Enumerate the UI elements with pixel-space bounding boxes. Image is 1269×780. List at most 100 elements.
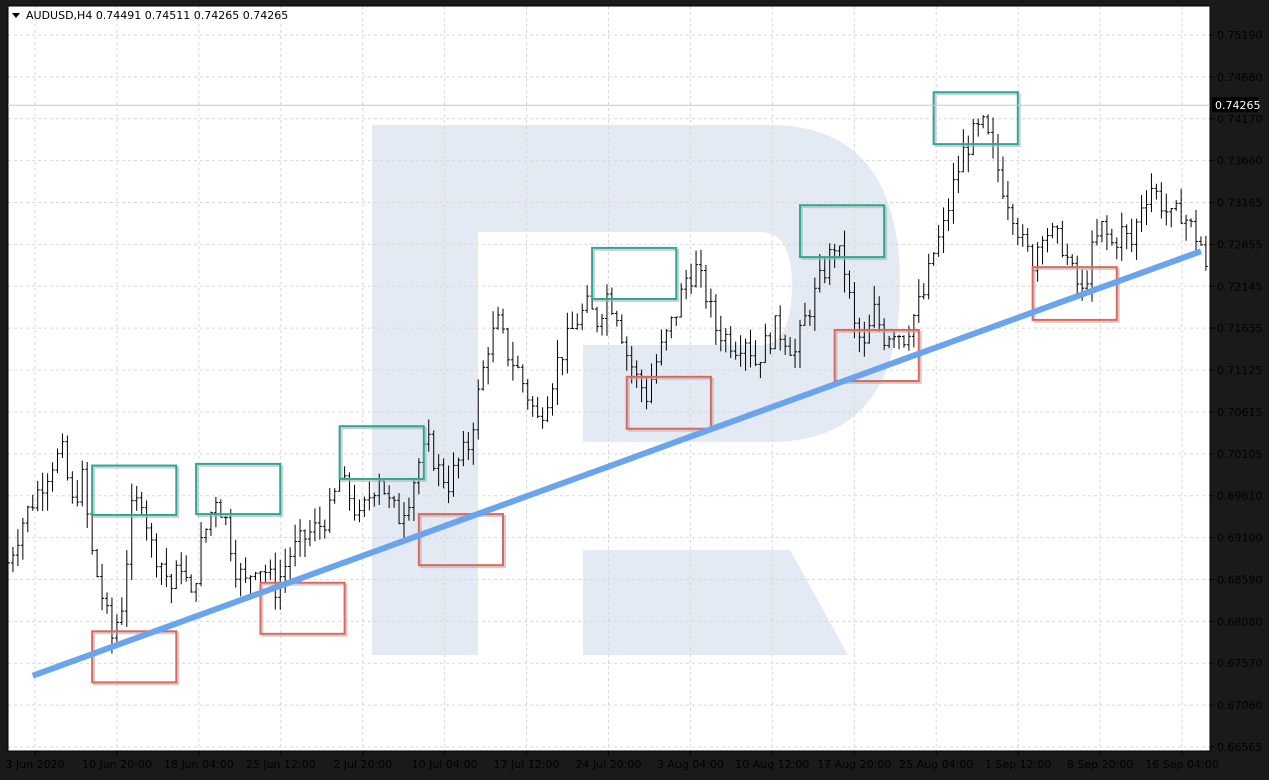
support-zone bbox=[417, 513, 505, 567]
support-zone-shadow bbox=[93, 632, 180, 686]
ohlc-bar bbox=[892, 331, 897, 348]
ohlc-bar bbox=[15, 529, 20, 566]
price-badge-label: 0.74265 bbox=[1215, 99, 1261, 112]
ohlc-bar bbox=[580, 303, 585, 331]
ohlc-bar bbox=[748, 329, 753, 368]
ohlc-bar bbox=[738, 335, 743, 367]
ohlc-bar bbox=[248, 575, 253, 595]
ohlc-bar bbox=[604, 284, 609, 336]
ohlc-bar bbox=[961, 129, 966, 173]
ohlc-bar bbox=[352, 484, 357, 521]
ohlc-bar bbox=[189, 574, 194, 593]
ohlc-bar bbox=[793, 338, 798, 369]
ohlc-bar bbox=[174, 560, 179, 590]
ohlc-bar bbox=[134, 486, 139, 511]
ohlc-bar bbox=[20, 517, 25, 560]
ohlc-bar bbox=[837, 245, 842, 257]
ohlc-bar bbox=[1070, 254, 1075, 267]
ohlc-bar bbox=[560, 356, 565, 376]
dropdown-triangle-icon[interactable] bbox=[12, 13, 20, 18]
y-tick-label: 0.73660 bbox=[1217, 155, 1263, 168]
ohlc-bar bbox=[1015, 217, 1020, 246]
ohlc-bar bbox=[1099, 220, 1104, 243]
ohlc-bar bbox=[372, 492, 377, 507]
x-tick-label: 3 Jun 2020 bbox=[5, 758, 64, 771]
ohlc-bar bbox=[763, 323, 768, 364]
ohlc-bar bbox=[1095, 218, 1099, 246]
ohlc-bar bbox=[402, 502, 406, 540]
ohlc-bar bbox=[233, 539, 238, 588]
support-zone bbox=[259, 581, 346, 635]
y-tick-label: 0.70105 bbox=[1217, 448, 1263, 461]
ohlc-bar bbox=[788, 337, 793, 356]
ohlc-bar bbox=[634, 360, 639, 388]
y-tick-label: 0.69100 bbox=[1217, 532, 1263, 545]
ohlc-bar bbox=[699, 249, 703, 288]
ohlc-bar bbox=[817, 254, 822, 293]
y-tick-label: 0.71125 bbox=[1217, 364, 1263, 377]
ohlc-bar bbox=[624, 336, 629, 371]
ohlc-bar bbox=[644, 376, 649, 410]
ohlc-bar bbox=[585, 285, 590, 313]
y-tick-label: 0.72655 bbox=[1217, 238, 1263, 251]
ohlc-bar bbox=[204, 528, 208, 543]
ohlc-bar bbox=[223, 515, 228, 526]
ohlc-bar bbox=[387, 485, 392, 509]
ohlc-bar bbox=[179, 552, 184, 585]
ohlc-bar bbox=[1040, 236, 1045, 265]
watermark-logo bbox=[372, 125, 900, 655]
ohlc-bar bbox=[357, 499, 362, 523]
ohlc-bar bbox=[822, 258, 827, 284]
ohlc-bar bbox=[1179, 188, 1184, 224]
ohlc-bar bbox=[397, 493, 402, 525]
ohlc-bar bbox=[812, 277, 817, 331]
ohlc-bar bbox=[976, 118, 981, 137]
ohlc-bar bbox=[436, 454, 441, 487]
ohlc-bar bbox=[723, 328, 728, 353]
ohlc-bar bbox=[1055, 225, 1060, 244]
ohlc-bar bbox=[1010, 203, 1015, 235]
ohlc-bar bbox=[105, 592, 109, 614]
resistance-zone-shadow bbox=[197, 464, 284, 518]
ohlc-bar bbox=[515, 355, 520, 369]
ohlc-bar bbox=[144, 500, 149, 541]
ohlc-bar bbox=[1104, 215, 1109, 251]
support-zone-shadow bbox=[627, 377, 714, 432]
ohlc-bar bbox=[862, 321, 867, 357]
ohlc-bar bbox=[501, 308, 505, 334]
ohlc-bar bbox=[60, 433, 65, 458]
ohlc-bar bbox=[293, 524, 298, 567]
ohlc-bar bbox=[1139, 194, 1144, 232]
x-tick-label: 16 Sep 04:00 bbox=[1145, 758, 1218, 771]
ohlc-bar bbox=[481, 360, 486, 391]
ohlc-bar bbox=[1194, 209, 1198, 252]
ohlc-bar bbox=[1000, 156, 1005, 200]
ohlc-bar bbox=[956, 155, 961, 194]
ohlc-bar bbox=[1114, 237, 1119, 260]
ohlc-bar bbox=[857, 317, 862, 353]
ohlc-bar bbox=[768, 332, 773, 355]
ohlc-bar bbox=[832, 243, 837, 268]
ohlc-bar bbox=[243, 557, 248, 584]
y-tick-label: 0.69610 bbox=[1217, 490, 1263, 503]
ohlc-bar bbox=[367, 481, 372, 511]
ohlc-bar bbox=[253, 571, 258, 581]
ohlc-bar bbox=[288, 547, 293, 580]
ohlc-bar bbox=[798, 319, 802, 369]
ohlc-bar bbox=[50, 462, 55, 492]
y-tick-label: 0.75190 bbox=[1217, 29, 1263, 42]
ohlc-bar bbox=[530, 396, 535, 417]
ohlc-bar bbox=[100, 563, 105, 611]
x-tick-label: 8 Sep 20:00 bbox=[1067, 758, 1133, 771]
y-tick-label: 0.74680 bbox=[1217, 71, 1263, 84]
ohlc-bar bbox=[1124, 224, 1129, 250]
ohlc-bar bbox=[540, 407, 545, 429]
ohlc-bar bbox=[441, 458, 446, 489]
ohlc-bar bbox=[981, 115, 986, 129]
ohlc-bar bbox=[575, 313, 580, 330]
ohlc-bar bbox=[466, 431, 471, 461]
ohlc-bar bbox=[426, 419, 431, 452]
ohlc-bar bbox=[114, 614, 119, 643]
ohlc-bar bbox=[1134, 218, 1139, 260]
ohlc-bar bbox=[595, 306, 600, 333]
